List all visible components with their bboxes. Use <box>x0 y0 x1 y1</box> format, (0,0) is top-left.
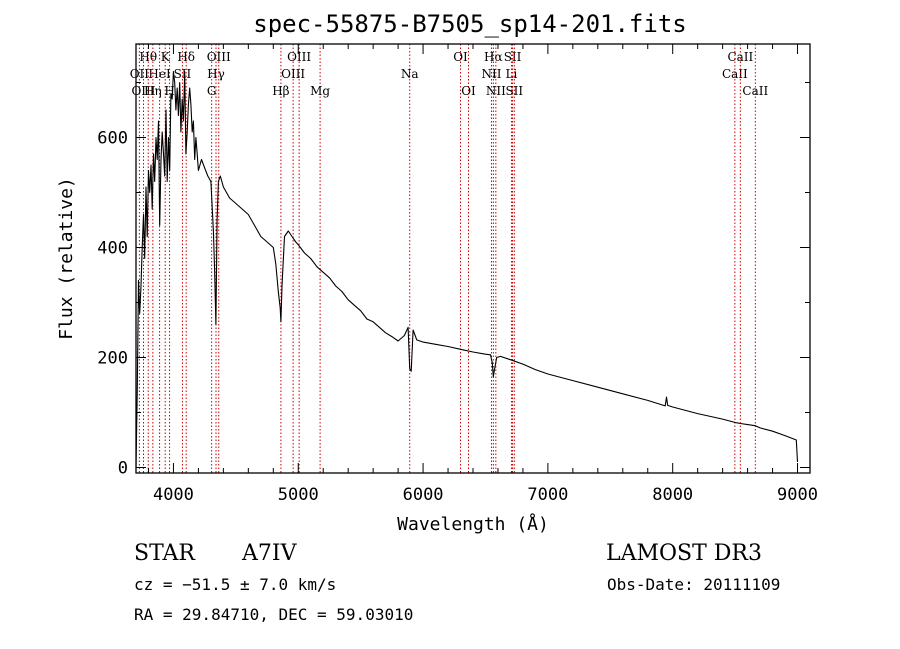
spectral-line-label: CaII <box>727 50 753 64</box>
spectral-line-label: CaII <box>742 84 768 98</box>
spectral-line-label: HeI <box>148 67 171 81</box>
spectral-line-label: OIII <box>281 67 305 81</box>
survey-name: LAMOST DR3 <box>606 541 762 566</box>
chart-title: spec-55875-B7505_sp14-201.fits <box>253 10 686 38</box>
spectral-line-label: Hη <box>144 84 162 98</box>
y-tick-label: 400 <box>97 239 128 259</box>
spectral-line-label: SII <box>504 50 522 64</box>
x-tick-label: 5000 <box>278 485 319 505</box>
spectral-line-label: Hγ <box>207 67 225 81</box>
observation-date: Obs-Date: 20111109 <box>607 575 780 594</box>
x-tick-label: 6000 <box>403 485 444 505</box>
y-tick-label: 200 <box>97 349 128 369</box>
redshift-velocity: cz = −51.5 ± 7.0 km/s <box>134 575 336 594</box>
footer-info: STAR A7IV LAMOST DR3 cz = −51.5 ± 7.0 km… <box>134 541 780 624</box>
spectral-line-label: K <box>161 50 171 64</box>
x-tick-label: 4000 <box>153 485 194 505</box>
object-class: STAR <box>134 541 196 566</box>
spectral-line-label: OIII <box>207 50 231 64</box>
spectral-line-label: CaII <box>722 67 748 81</box>
spectral-line-label: OI <box>453 50 468 64</box>
coordinates: RA = 29.84710, DEC = 59.03010 <box>134 605 413 624</box>
x-tick-label: 9000 <box>777 485 818 505</box>
spectral-line-label: OII <box>130 67 150 81</box>
spectral-line-label: G <box>207 84 217 98</box>
series-layer <box>135 70 799 468</box>
plot-frame <box>135 43 811 474</box>
y-tick-label: 0 <box>118 459 128 479</box>
spectral-line-label: NII <box>481 67 501 81</box>
spectral-line-label: Hα <box>484 50 503 64</box>
spectral-line-label: OIII <box>131 84 155 98</box>
spectral-line-label: Hδ <box>177 50 195 64</box>
x-tick-label: 8000 <box>652 485 693 505</box>
spectral-line-label: Na <box>401 67 419 81</box>
spectral-line-label: Mg <box>310 84 330 98</box>
spectral-line-markers: OIIOIIIHθHηHeIKHSIIHδGHγOIIIHβOIIIOIIIMg… <box>130 44 768 473</box>
spectral-line-label: SII <box>505 84 523 98</box>
spectral-line-label: Hβ <box>272 84 289 98</box>
spectrum-line-0 <box>135 70 799 468</box>
spectral-line-label: OIII <box>287 50 311 64</box>
spectral-line-label: SII <box>174 67 192 81</box>
spectral-line-label: H <box>164 84 174 98</box>
y-tick-label: 600 <box>97 129 128 149</box>
axis-ticks: 4000 5000 6000 7000 8000 9000 0 200 400 600 <box>97 44 818 505</box>
y-axis-label: Flux (relative) <box>56 177 77 340</box>
object-subclass: A7IV <box>241 541 298 566</box>
x-tick-label: 7000 <box>527 485 568 505</box>
x-axis-label: Wavelength (Å) <box>397 513 549 535</box>
spectral-line-label: Li <box>506 67 518 81</box>
spectral-line-label: NII <box>486 84 506 98</box>
spectral-line-label: OI <box>461 84 476 98</box>
spectral-line-label: Hθ <box>139 50 157 64</box>
